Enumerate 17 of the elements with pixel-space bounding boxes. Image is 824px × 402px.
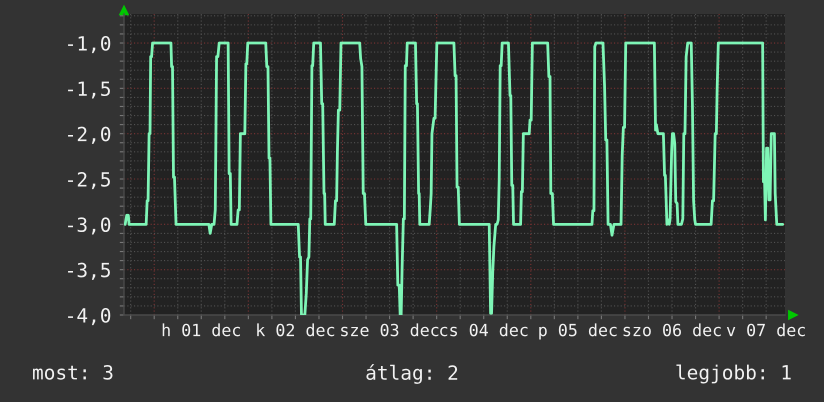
y-tick-label: -3,5 — [68, 262, 110, 280]
y-tick-label: -4,0 — [68, 308, 110, 326]
y-tick-label: -1,0 — [68, 36, 110, 54]
x-tick-label: k 02 dec — [257, 323, 334, 336]
text: átlag: 2 — [366, 364, 458, 384]
y-tick-label: -2,5 — [68, 172, 110, 190]
x-tick-label: p 05 dec — [539, 323, 617, 340]
text: most: 3 — [33, 364, 112, 380]
x-tick-label: szo 06 dec — [624, 323, 721, 336]
x-tick-label: cs 04 dec — [440, 323, 528, 336]
x-tick-label: sze 03 dec — [341, 323, 438, 336]
y-tick-label: -2,0 — [68, 126, 110, 144]
y-tick-label: -3,0 — [68, 217, 110, 234]
x-tick-label: h 01 dec — [162, 323, 240, 336]
text: legjobb: 1 — [676, 364, 791, 384]
y-tick-label: -1,5 — [68, 82, 110, 99]
x-tick-label: v 07 dec — [726, 323, 805, 336]
